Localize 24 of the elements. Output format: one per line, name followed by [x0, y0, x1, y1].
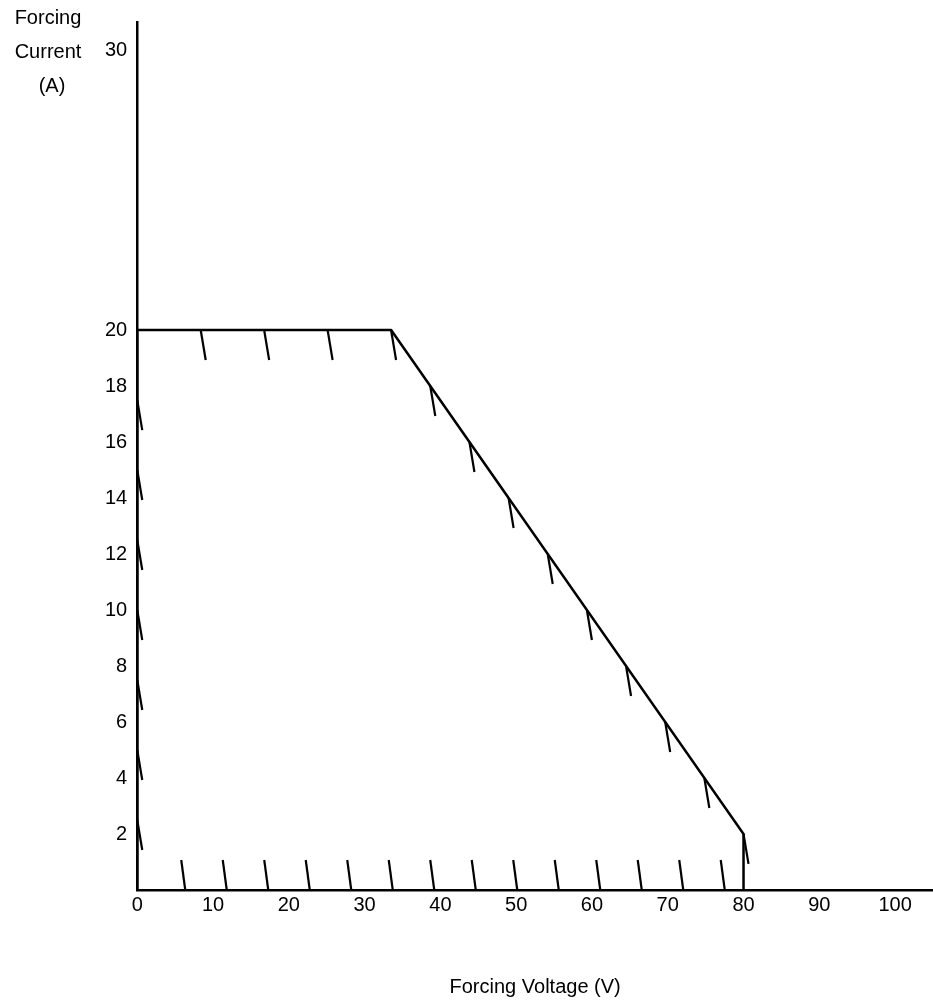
x-tick-label: 20 [277, 892, 300, 915]
x-tick-label: 10 [201, 892, 225, 915]
x-tick-label: 100 [878, 892, 912, 915]
x-tick-label: 70 [656, 892, 679, 915]
x-tick-label: 30 [353, 892, 376, 915]
y-tick-label: 10 [105, 597, 128, 620]
y-tick-label: 2 [116, 821, 128, 844]
y-tick-label: 6 [116, 709, 128, 732]
x-tick-label: 0 [131, 892, 143, 915]
y-axis-title: Forcing Current (A) [14, 5, 82, 96]
y-tick-label: 20 [105, 317, 128, 340]
y-tick-label: 8 [116, 653, 128, 676]
x-tick-label: 40 [429, 892, 452, 915]
x-axis-title: Forcing Voltage (V) [449, 974, 621, 997]
y-tick-label: 4 [116, 765, 128, 788]
x-tick-label: 50 [505, 892, 528, 915]
y-tick-label: 18 [105, 373, 128, 396]
y-tick-label: 16 [105, 429, 128, 452]
x-tick-label: 60 [580, 892, 604, 915]
y-tick-label: 12 [105, 541, 128, 564]
y-tick-label: 14 [105, 485, 128, 508]
x-tick-label: 80 [732, 892, 755, 915]
x-tick-label: 90 [808, 892, 831, 915]
y-tick-label: 30 [105, 37, 128, 60]
